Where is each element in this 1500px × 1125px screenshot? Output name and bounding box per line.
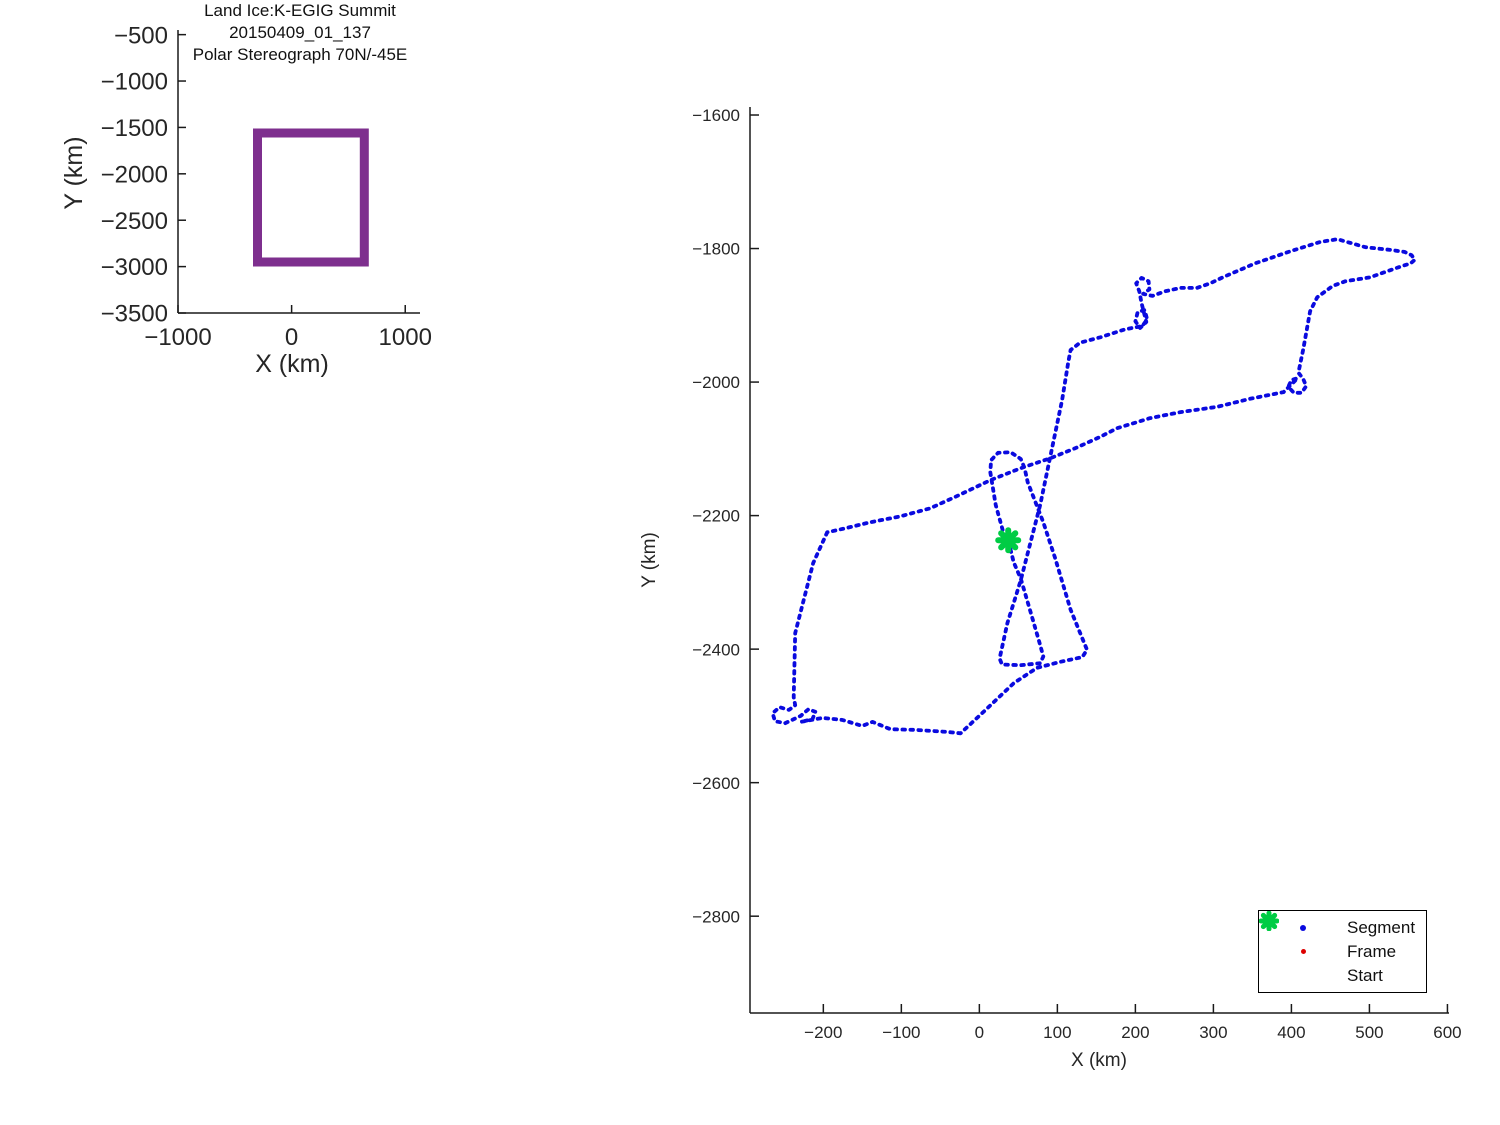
frame-dot-icon — [1259, 949, 1347, 954]
main-x-tick-label: 200 — [1121, 1023, 1149, 1042]
inset-x-axis-label: X (km) — [255, 350, 329, 378]
legend-segment-label: Segment — [1347, 917, 1416, 937]
inset-y-tick-label: −3500 — [101, 301, 168, 328]
inset-y-tick-label: −500 — [114, 22, 168, 49]
main-x-tick-label: 100 — [1043, 1023, 1071, 1042]
legend-row-frame: Frame — [1259, 940, 1426, 964]
main-y-tick-label: −1800 — [692, 240, 740, 259]
main-plot-title: Land Ice:K-EGIG Summit 20150409_01_137 P… — [0, 0, 600, 66]
inset-y-tick-label: −1000 — [101, 69, 168, 96]
segment-dot-icon — [1259, 924, 1347, 931]
main-x-tick-label: −200 — [804, 1023, 842, 1042]
legend-row-segment: Segment — [1259, 916, 1426, 940]
inset-y-axis-label: Y (km) — [60, 136, 88, 210]
main-y-tick-label: −2800 — [692, 907, 740, 926]
inset-x-tick-label: 1000 — [379, 324, 432, 351]
main-x-axis-label: X (km) — [1071, 1050, 1127, 1071]
main-y-tick-label: −1600 — [692, 106, 740, 125]
title-line-2: 20150409_01_137 — [229, 23, 371, 42]
legend-row-start: Start — [1259, 911, 1426, 988]
main-x-tick-label: 0 — [975, 1023, 984, 1042]
main-y-tick-label: −2000 — [692, 373, 740, 392]
inset-y-tick-label: −2000 — [101, 161, 168, 188]
legend-start-label: Start — [1347, 965, 1383, 985]
inset-x-tick-label: 0 — [285, 324, 298, 351]
inset-x-tick-label: −1000 — [144, 324, 211, 351]
main-x-tick-label: 600 — [1433, 1023, 1461, 1042]
start-marker — [995, 527, 1022, 554]
inset-y-tick-label: −2500 — [101, 208, 168, 235]
inset-y-tick-label: −3000 — [101, 254, 168, 281]
legend-frame-label: Frame — [1347, 941, 1397, 961]
main-x-tick-label: −100 — [882, 1023, 920, 1042]
main-y-tick-label: −2200 — [692, 507, 740, 526]
legend-start-star — [1259, 911, 1279, 931]
main-y-axis-label: Y (km) — [639, 532, 660, 588]
inset-y-tick-label: −1500 — [101, 115, 168, 142]
main-x-tick-label: 300 — [1199, 1023, 1227, 1042]
title-line-3: Polar Stereograph 70N/-45E — [192, 45, 408, 64]
legend: Segment Frame Start — [1258, 910, 1427, 993]
flight-track-path — [770, 237, 1417, 736]
flight-extent-box — [253, 128, 369, 267]
main-y-tick-label: −2600 — [692, 774, 740, 793]
main-x-tick-label: 500 — [1355, 1023, 1383, 1042]
main-x-tick-label: 400 — [1277, 1023, 1305, 1042]
main-y-tick-label: −2400 — [692, 640, 740, 659]
title-line-1: Land Ice:K-EGIG Summit — [204, 1, 396, 20]
